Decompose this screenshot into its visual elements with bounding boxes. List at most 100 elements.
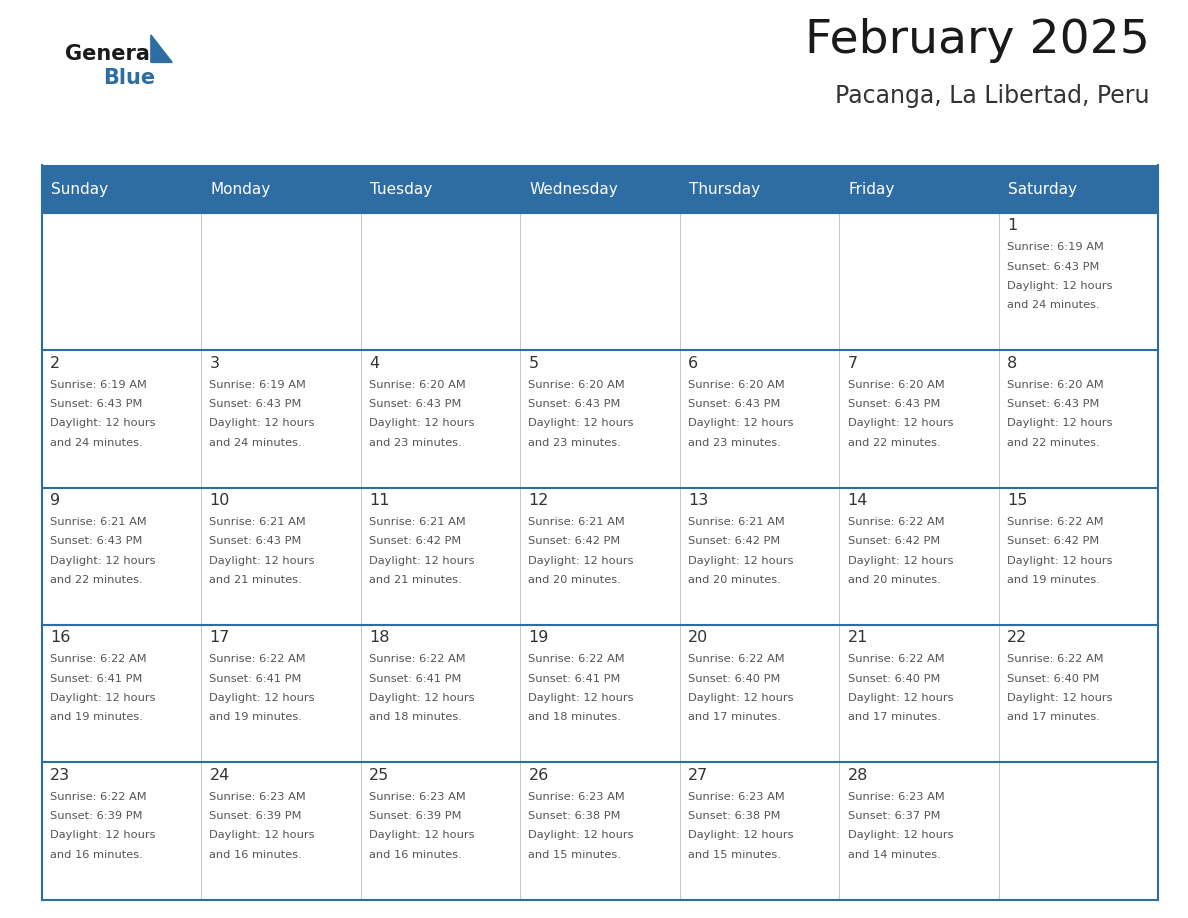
Polygon shape xyxy=(151,35,172,62)
Text: 20: 20 xyxy=(688,631,708,645)
Text: Sunset: 6:41 PM: Sunset: 6:41 PM xyxy=(50,674,143,684)
Text: and 21 minutes.: and 21 minutes. xyxy=(369,575,462,585)
Text: Daylight: 12 hours: Daylight: 12 hours xyxy=(50,419,156,428)
Text: and 19 minutes.: and 19 minutes. xyxy=(209,712,302,722)
Text: Sunrise: 6:20 AM: Sunrise: 6:20 AM xyxy=(847,380,944,389)
Text: and 23 minutes.: and 23 minutes. xyxy=(688,438,781,447)
Bar xyxy=(520,487,680,625)
Text: 5: 5 xyxy=(529,356,538,371)
Bar xyxy=(520,213,680,351)
Bar xyxy=(201,625,361,762)
Bar xyxy=(680,165,839,213)
Text: General: General xyxy=(65,44,157,64)
Text: Sunrise: 6:22 AM: Sunrise: 6:22 AM xyxy=(688,655,784,665)
Text: Sunrise: 6:19 AM: Sunrise: 6:19 AM xyxy=(209,380,307,389)
Bar xyxy=(201,762,361,900)
Text: and 17 minutes.: and 17 minutes. xyxy=(688,712,781,722)
Text: 2: 2 xyxy=(50,356,61,371)
Bar xyxy=(839,487,999,625)
Text: Daylight: 12 hours: Daylight: 12 hours xyxy=(50,693,156,703)
Text: Daylight: 12 hours: Daylight: 12 hours xyxy=(50,830,156,840)
Text: Daylight: 12 hours: Daylight: 12 hours xyxy=(847,555,953,565)
Text: Daylight: 12 hours: Daylight: 12 hours xyxy=(369,693,474,703)
Text: 10: 10 xyxy=(209,493,229,509)
Text: Sunrise: 6:22 AM: Sunrise: 6:22 AM xyxy=(847,517,944,527)
Text: and 24 minutes.: and 24 minutes. xyxy=(50,438,143,447)
Text: February 2025: February 2025 xyxy=(805,18,1150,63)
Text: Daylight: 12 hours: Daylight: 12 hours xyxy=(529,693,634,703)
Text: Sunset: 6:43 PM: Sunset: 6:43 PM xyxy=(50,536,143,546)
Text: Sunrise: 6:23 AM: Sunrise: 6:23 AM xyxy=(209,791,307,801)
Text: Sunday: Sunday xyxy=(51,182,108,196)
Bar xyxy=(361,625,520,762)
Text: and 23 minutes.: and 23 minutes. xyxy=(529,438,621,447)
Text: Sunrise: 6:20 AM: Sunrise: 6:20 AM xyxy=(688,380,785,389)
Text: Sunrise: 6:19 AM: Sunrise: 6:19 AM xyxy=(1007,242,1104,252)
Text: Daylight: 12 hours: Daylight: 12 hours xyxy=(847,830,953,840)
Bar xyxy=(680,762,839,900)
Text: Daylight: 12 hours: Daylight: 12 hours xyxy=(688,555,794,565)
Text: 14: 14 xyxy=(847,493,868,509)
Text: Daylight: 12 hours: Daylight: 12 hours xyxy=(209,555,315,565)
Bar xyxy=(42,351,201,487)
Text: Sunrise: 6:23 AM: Sunrise: 6:23 AM xyxy=(529,791,625,801)
Bar xyxy=(680,351,839,487)
Text: 7: 7 xyxy=(847,356,858,371)
Text: Sunset: 6:41 PM: Sunset: 6:41 PM xyxy=(529,674,621,684)
Text: 19: 19 xyxy=(529,631,549,645)
Text: Daylight: 12 hours: Daylight: 12 hours xyxy=(688,419,794,428)
Bar xyxy=(201,213,361,351)
Text: Daylight: 12 hours: Daylight: 12 hours xyxy=(1007,281,1113,291)
Text: Sunrise: 6:22 AM: Sunrise: 6:22 AM xyxy=(1007,655,1104,665)
Text: Sunset: 6:39 PM: Sunset: 6:39 PM xyxy=(50,811,143,821)
Text: Sunset: 6:42 PM: Sunset: 6:42 PM xyxy=(847,536,940,546)
Text: Daylight: 12 hours: Daylight: 12 hours xyxy=(209,830,315,840)
Bar xyxy=(42,165,201,213)
Text: and 24 minutes.: and 24 minutes. xyxy=(209,438,302,447)
Bar xyxy=(839,351,999,487)
Bar xyxy=(520,625,680,762)
Bar xyxy=(999,351,1158,487)
Text: 13: 13 xyxy=(688,493,708,509)
Text: Daylight: 12 hours: Daylight: 12 hours xyxy=(369,555,474,565)
Bar xyxy=(839,762,999,900)
Text: Monday: Monday xyxy=(210,182,271,196)
Text: Sunset: 6:42 PM: Sunset: 6:42 PM xyxy=(688,536,781,546)
Text: 18: 18 xyxy=(369,631,390,645)
Bar xyxy=(42,625,201,762)
Text: 12: 12 xyxy=(529,493,549,509)
Text: 24: 24 xyxy=(209,767,229,783)
Text: Sunset: 6:43 PM: Sunset: 6:43 PM xyxy=(847,399,940,409)
Text: and 19 minutes.: and 19 minutes. xyxy=(1007,575,1100,585)
Text: and 15 minutes.: and 15 minutes. xyxy=(529,849,621,859)
Text: Sunrise: 6:21 AM: Sunrise: 6:21 AM xyxy=(209,517,307,527)
Bar xyxy=(680,625,839,762)
Text: 26: 26 xyxy=(529,767,549,783)
Text: Sunset: 6:39 PM: Sunset: 6:39 PM xyxy=(209,811,302,821)
Text: and 20 minutes.: and 20 minutes. xyxy=(847,575,941,585)
Text: Sunset: 6:37 PM: Sunset: 6:37 PM xyxy=(847,811,940,821)
Text: Sunrise: 6:22 AM: Sunrise: 6:22 AM xyxy=(847,655,944,665)
Text: Thursday: Thursday xyxy=(689,182,760,196)
Text: Daylight: 12 hours: Daylight: 12 hours xyxy=(529,830,634,840)
Text: Sunrise: 6:20 AM: Sunrise: 6:20 AM xyxy=(1007,380,1104,389)
Text: and 18 minutes.: and 18 minutes. xyxy=(369,712,462,722)
Bar xyxy=(361,762,520,900)
Bar xyxy=(680,487,839,625)
Text: and 18 minutes.: and 18 minutes. xyxy=(529,712,621,722)
Text: Sunset: 6:42 PM: Sunset: 6:42 PM xyxy=(529,536,621,546)
Text: Sunset: 6:38 PM: Sunset: 6:38 PM xyxy=(529,811,621,821)
Bar xyxy=(361,487,520,625)
Bar xyxy=(680,213,839,351)
Text: Sunrise: 6:20 AM: Sunrise: 6:20 AM xyxy=(369,380,466,389)
Text: Sunset: 6:40 PM: Sunset: 6:40 PM xyxy=(847,674,940,684)
Text: Saturday: Saturday xyxy=(1009,182,1078,196)
Text: and 17 minutes.: and 17 minutes. xyxy=(847,712,941,722)
Text: Daylight: 12 hours: Daylight: 12 hours xyxy=(529,555,634,565)
Bar xyxy=(839,165,999,213)
Text: Daylight: 12 hours: Daylight: 12 hours xyxy=(1007,693,1113,703)
Text: Sunrise: 6:22 AM: Sunrise: 6:22 AM xyxy=(1007,517,1104,527)
Text: 17: 17 xyxy=(209,631,229,645)
Bar xyxy=(999,762,1158,900)
Text: 3: 3 xyxy=(209,356,220,371)
